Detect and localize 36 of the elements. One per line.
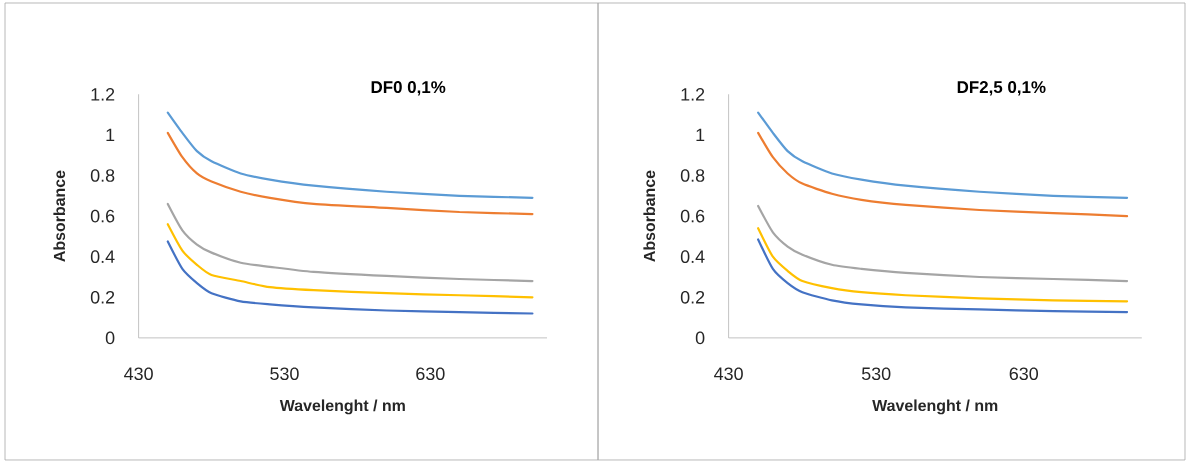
- y-tick-label: 1.2: [681, 88, 705, 101]
- y-axis-title: Absorbance: [53, 170, 66, 262]
- line-series: [166, 202, 534, 283]
- y-tick-label: 0: [695, 331, 705, 345]
- line-series: [757, 227, 1129, 303]
- chart-title: DF2,5 0,1%: [957, 81, 1046, 96]
- line-series: [166, 240, 534, 315]
- line-series: [757, 204, 1129, 283]
- y-tick-label: 0.6: [680, 209, 705, 223]
- x-tick-label: 430: [124, 367, 153, 381]
- y-tick-label: 0.2: [90, 290, 115, 304]
- y-tick-label: 0.4: [680, 250, 705, 264]
- x-axis-title: Wavelenght / nm: [279, 399, 405, 415]
- y-axis-title: Absorbance: [643, 170, 656, 262]
- chart-title: DF0 0,1%: [371, 81, 446, 96]
- x-tick-label: 430: [714, 367, 743, 381]
- line-series: [166, 111, 534, 199]
- line-series: [757, 238, 1129, 314]
- y-tick-label: 0: [105, 331, 115, 345]
- y-tick-label: 1: [696, 128, 705, 142]
- y-tick-label: 0.8: [680, 169, 705, 182]
- x-tick-label: 530: [861, 367, 891, 381]
- y-tick-label: 1.2: [91, 88, 115, 101]
- x-tick-label: 630: [1009, 367, 1039, 381]
- y-tick-label: 0.8: [90, 169, 115, 182]
- y-tick-label: 0.6: [90, 209, 115, 223]
- line-series: [757, 111, 1129, 199]
- x-tick-label: 630: [416, 367, 445, 381]
- x-tick-label: 530: [270, 367, 299, 381]
- line-series: [166, 223, 534, 299]
- y-tick-label: 0.2: [680, 290, 705, 304]
- line-series: [757, 131, 1129, 218]
- x-axis-title: Wavelenght / nm: [872, 399, 998, 415]
- y-tick-label: 0.4: [90, 250, 115, 264]
- line-series: [166, 131, 534, 216]
- y-tick-label: 1: [106, 128, 115, 142]
